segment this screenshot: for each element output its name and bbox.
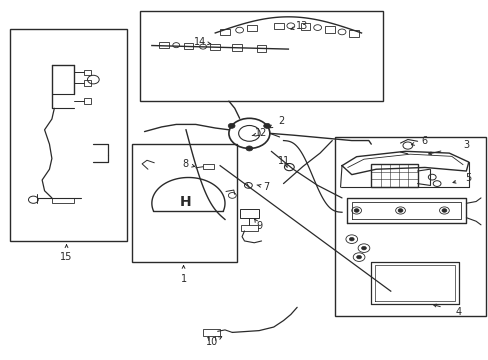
Bar [325,26,334,33]
Bar [83,69,91,75]
Circle shape [353,209,358,212]
Text: 7: 7 [263,182,269,192]
Circle shape [356,255,361,259]
Bar [232,44,242,51]
Text: 14: 14 [193,37,205,47]
Bar [203,329,220,336]
Bar [83,98,91,104]
Bar [241,225,258,231]
Text: 6: 6 [421,136,427,145]
Text: 9: 9 [256,221,262,231]
Bar [370,164,417,187]
Circle shape [245,146,252,151]
Circle shape [441,209,446,212]
Text: 4: 4 [455,307,461,317]
Bar [256,45,266,51]
Text: 5: 5 [465,173,471,183]
Bar [83,80,91,86]
Bar [159,42,168,48]
Text: 10: 10 [205,337,218,347]
Circle shape [361,246,366,250]
Bar [132,144,237,262]
Text: 2: 2 [277,116,284,126]
Bar [52,198,74,203]
Bar [300,23,310,30]
Bar [334,137,485,316]
Circle shape [348,237,353,241]
Text: 11: 11 [278,156,290,166]
Text: 3: 3 [462,140,468,150]
Bar [10,30,127,241]
Bar [348,31,358,37]
Bar [246,25,256,31]
Text: H: H [180,195,191,209]
Circle shape [228,123,235,129]
Bar [273,23,283,29]
Bar [140,12,383,101]
Bar [210,44,220,50]
Text: 15: 15 [60,252,73,262]
Circle shape [263,123,270,129]
Bar [203,164,213,169]
Bar [239,209,259,218]
Circle shape [397,209,402,212]
Bar [183,42,193,49]
Text: 13: 13 [295,21,307,31]
Text: 1: 1 [180,274,186,284]
Text: 8: 8 [182,159,188,169]
Bar [220,29,229,35]
Text: 12: 12 [255,129,267,138]
